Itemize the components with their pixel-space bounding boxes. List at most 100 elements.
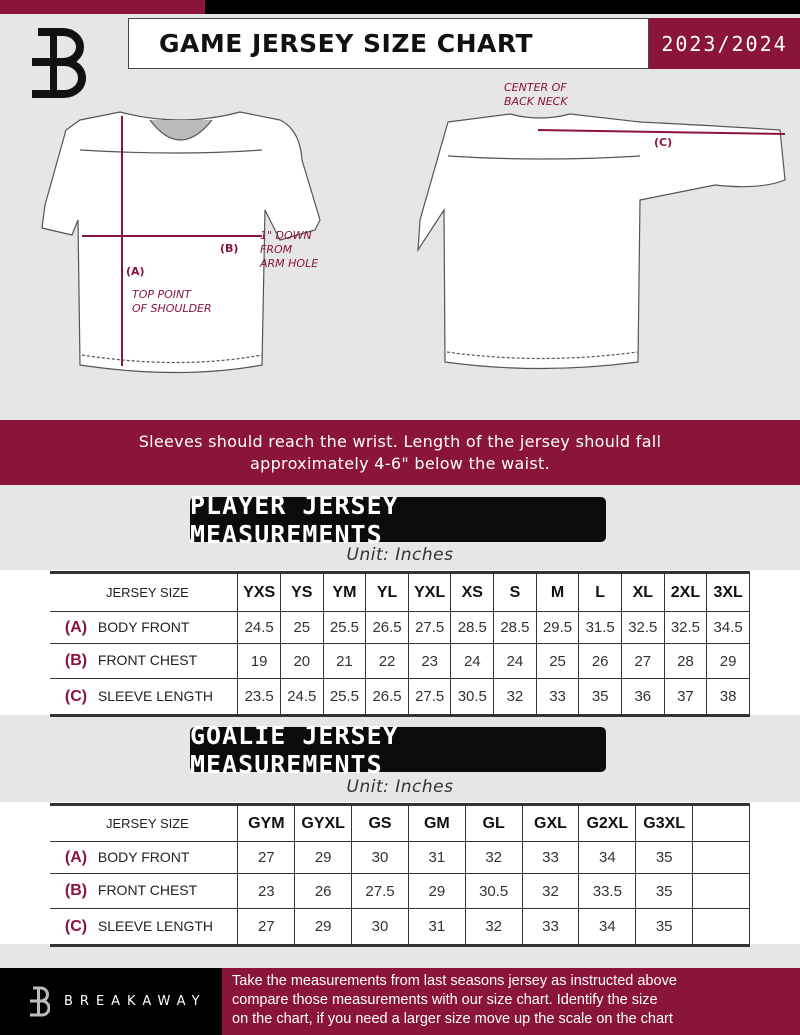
measurement-value: 27	[620, 643, 665, 679]
table-row: (B) FRONT CHEST 23 26 27.5 29 30.5 32 33.5 35	[50, 873, 750, 909]
label-line: FROM	[260, 243, 293, 256]
row-key: (C)	[64, 917, 88, 935]
measurement-value: 35	[635, 908, 694, 947]
row-label: (C) SLEEVE LENGTH	[50, 678, 239, 717]
measurement-value	[692, 841, 750, 874]
footer-line: on the chart, if you need a larger size …	[232, 1011, 673, 1027]
measurement-value: 22	[365, 643, 409, 679]
footer-instructions: Take the measurements from last seasons …	[222, 968, 800, 1035]
label-b: (B)	[220, 242, 239, 255]
brand-logo	[32, 28, 86, 98]
size-header: GXL	[521, 803, 580, 842]
size-header: GM	[407, 803, 466, 842]
measurement-value: 33	[535, 678, 580, 717]
measurement-value: 31	[407, 841, 466, 874]
measurement-value: 28.5	[450, 611, 495, 644]
measurement-value: 24	[493, 643, 537, 679]
measurement-value: 20	[279, 643, 324, 679]
page-title: GAME JERSEY SIZE CHART	[128, 18, 649, 69]
size-header	[692, 803, 750, 842]
measurement-value: 27	[237, 908, 296, 947]
measurement-value: 32.5	[663, 611, 708, 644]
measurement-value: 24.5	[237, 611, 281, 644]
measurement-value: 32	[521, 873, 580, 909]
measurement-name: BODY FRONT	[97, 848, 190, 865]
row-label: (A) BODY FRONT	[50, 841, 239, 874]
label-c: (C)	[654, 136, 673, 149]
size-label: JERSEY SIZE	[50, 803, 239, 842]
goalie-heading: GOALIE JERSEY MEASUREMENTS	[190, 721, 606, 779]
row-key: (C)	[64, 687, 88, 705]
size-header: S	[493, 571, 537, 612]
measurement-value: 38	[706, 678, 750, 717]
row-key: (B)	[64, 652, 88, 669]
size-header: GYM	[237, 803, 296, 842]
measurement-name: SLEEVE LENGTH	[97, 917, 214, 934]
jersey-diagram	[41, 111, 786, 374]
measurement-value: 32	[464, 841, 523, 874]
measurement-value: 29	[706, 643, 750, 679]
measurement-value: 29.5	[535, 611, 580, 644]
measurement-value: 25	[279, 611, 324, 644]
center-back-neck-label: CENTER OF BACK NECK	[504, 81, 568, 109]
brand-logo-small	[30, 986, 50, 1016]
measurement-value: 25.5	[322, 678, 367, 717]
label-line: 1" DOWN	[260, 229, 312, 242]
measurement-name: BODY FRONT	[97, 618, 190, 635]
row-key: (B)	[64, 882, 88, 899]
top-bar-accent	[0, 0, 205, 14]
size-header: XS	[450, 571, 495, 612]
measurement-value: 23	[407, 643, 452, 679]
measurement-value: 34	[578, 908, 637, 947]
label-line: ARM HOLE	[260, 257, 319, 270]
measurement-value: 30	[351, 908, 409, 947]
measurement-value: 21	[322, 643, 367, 679]
size-header: GS	[351, 803, 409, 842]
measurement-value: 27.5	[407, 678, 452, 717]
player-heading: PLAYER JERSEY MEASUREMENTS	[190, 491, 606, 549]
measurement-value: 30	[351, 841, 409, 874]
measurement-value: 24	[450, 643, 495, 679]
size-header: G2XL	[578, 803, 637, 842]
measure-line-c	[537, 129, 786, 135]
measurement-value: 19	[237, 643, 281, 679]
size-header: GYXL	[294, 803, 353, 842]
row-label: (C) SLEEVE LENGTH	[50, 908, 239, 947]
measurement-value: 32	[493, 678, 537, 717]
label-a: (A)	[126, 265, 145, 278]
measurement-value: 30.5	[450, 678, 495, 717]
measurement-value: 26	[294, 873, 353, 909]
measurement-value: 34.5	[706, 611, 750, 644]
size-header: XL	[620, 571, 665, 612]
measurement-value: 26.5	[365, 678, 409, 717]
measurement-value: 25	[535, 643, 580, 679]
measurement-value: 29	[407, 873, 466, 909]
player-unit: Unit: Inches	[346, 545, 454, 565]
measurement-value	[692, 908, 750, 947]
measurement-value: 24.5	[279, 678, 324, 717]
jersey-back-drawing	[417, 113, 786, 370]
goalie-unit: Unit: Inches	[346, 777, 454, 797]
measurement-name: SLEEVE LENGTH	[97, 687, 214, 704]
footer-line: compare those measurements with our size…	[232, 992, 658, 1008]
measurement-value	[692, 873, 750, 909]
footer-line: Take the measurements from last seasons …	[232, 973, 677, 989]
measurement-value: 31	[407, 908, 466, 947]
measurement-value: 33.5	[578, 873, 637, 909]
measurement-value: 32	[464, 908, 523, 947]
measurement-value: 29	[294, 908, 353, 947]
instruction-line: Sleeves should reach the wrist. Length o…	[138, 432, 662, 451]
brand-name: BREAKAWAY	[64, 994, 207, 1009]
measurement-value: 26	[578, 643, 622, 679]
arm-hole-note: 1" DOWN FROM ARM HOLE	[260, 229, 318, 271]
measurement-name: FRONT CHEST	[97, 882, 198, 898]
table-row: (B) FRONT CHEST 19 20 21 22 23 24 24 25 26 27 28 29	[50, 643, 750, 679]
label-line: TOP POINT	[132, 288, 191, 301]
measurement-name: FRONT CHEST	[97, 652, 198, 668]
measurement-value: 28.5	[493, 611, 537, 644]
measurement-value: 28	[663, 643, 708, 679]
size-header: 3XL	[706, 571, 750, 612]
player-size-table: JERSEY SIZE YXS YS YM YL YXL XS S M L XL 2XL 3XL (A) …	[50, 571, 750, 717]
measurement-value: 35	[635, 841, 694, 874]
size-header: YM	[322, 571, 367, 612]
